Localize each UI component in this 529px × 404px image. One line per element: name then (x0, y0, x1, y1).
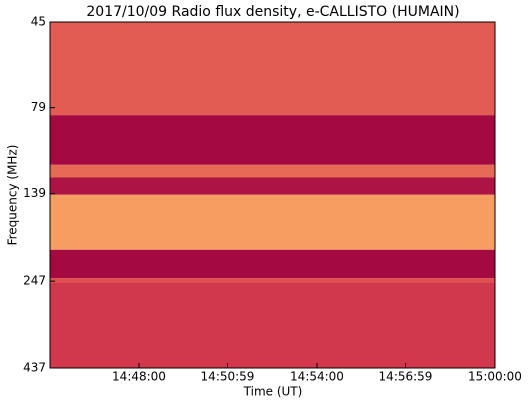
plot-frame (49, 21, 496, 369)
y-tick-label: 45 (31, 15, 46, 29)
spectrogram-band (50, 115, 495, 165)
x-tick-label: 15:00:00 (468, 370, 522, 384)
y-tick-label: 247 (23, 274, 46, 288)
chart-title: 2017/10/09 Radio flux density, e-CALLIST… (86, 4, 459, 20)
spectrogram-band (50, 177, 495, 195)
y-tick-label: 437 (23, 361, 46, 375)
x-axis-label: Time (UT) (243, 385, 303, 399)
x-tick-label: 14:48:00 (112, 370, 166, 384)
x-tick-label: 14:54:00 (290, 370, 344, 384)
spectrogram-band (50, 22, 495, 116)
y-tick-label: 79 (31, 100, 46, 114)
y-tick-label: 139 (23, 186, 46, 200)
x-tick-label: 14:50:59 (201, 370, 255, 384)
spectrogram-band (50, 194, 495, 250)
spectrogram-band (50, 282, 495, 368)
x-tick-label: 14:56:59 (379, 370, 433, 384)
spectrogram-band (50, 164, 495, 178)
spectrogram-band (50, 249, 495, 279)
y-axis-label: Frequency (MHz) (6, 145, 20, 246)
spectrogram-band (50, 278, 495, 283)
